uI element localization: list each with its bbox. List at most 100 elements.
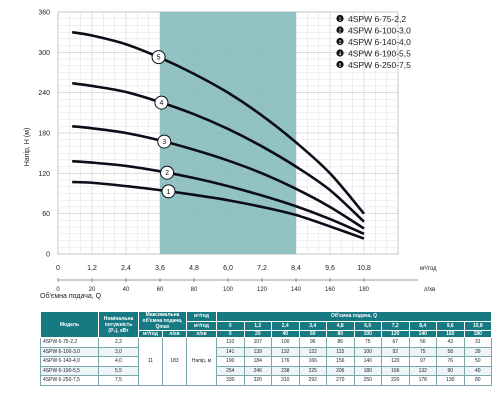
curve-series-2 [72, 159, 365, 236]
th-flow-m3: 9,6 [436, 320, 465, 331]
cell-head-value: 156 [326, 356, 355, 367]
cell-head-value: 40 [463, 365, 492, 376]
cell-head-value: 330 [216, 375, 245, 386]
x-tick-label-m3: 6,0 [223, 265, 233, 272]
cell-head-value: 176 [271, 356, 300, 367]
legend-marker-2 [336, 26, 344, 34]
curve-series-1 [72, 180, 365, 240]
cell-power: 2,2 [98, 337, 139, 348]
th-qmax-m3-unit: м³/год [138, 330, 163, 338]
cell-head-value: 122 [298, 346, 327, 357]
legend-marker-label-1: 1 [339, 17, 342, 23]
cell-head-value: 80 [463, 375, 492, 386]
cell-head-value: 166 [381, 365, 410, 376]
legend-marker-label-3: 3 [339, 40, 342, 46]
cell-head-value: 115 [326, 346, 355, 357]
cell-head-value: 220 [381, 375, 410, 386]
x-tick-label-m3: 1,2 [87, 265, 97, 272]
x-tick-label-m3: 10,8 [357, 265, 371, 272]
th-flow-m3: 1,2 [243, 320, 272, 331]
cell-head-value: 141 [216, 346, 245, 357]
x-axis-label: Об'ємна подача, Q [40, 292, 102, 300]
pump-curves: 1 2 3 4 5 [71, 30, 365, 240]
y-tick-label: 240 [38, 90, 50, 97]
y-tick-label: 300 [38, 50, 50, 57]
legend-marker-1 [336, 14, 344, 23]
table-row: 4SPW 6-75-2,2 2,2 11 183 Напір, м 110 107 100 96… [40, 337, 492, 386]
curve-marker-label-5: 5 [157, 55, 161, 62]
cell-head-value: 250 [353, 375, 382, 386]
curve-marker-label-4: 4 [159, 100, 163, 107]
cell-head-value: 180 [353, 365, 382, 376]
x-tick-label-lmin: 160 [325, 287, 336, 293]
table-row: 4SPW 6-250-7,5 7,5 330 320 310 292 270 250 220 17… [40, 375, 492, 386]
y-tick-label: 120 [38, 171, 50, 178]
legend-marker-3 [336, 37, 344, 46]
cell-head-value: 110 [216, 337, 245, 348]
cell-model: 4SPW 6-75-2,2 [40, 337, 99, 348]
y-tick-label: 60 [42, 211, 50, 218]
curve-marker-label-2: 2 [165, 170, 169, 177]
cell-head-value: 39 [463, 346, 492, 357]
x-unit-lmin: л/хв [424, 287, 435, 293]
cell-head-value: 86 [326, 337, 355, 348]
x-tick-label-lmin: 80 [191, 287, 198, 293]
y-axis-label: Напір, Н (м) [23, 128, 31, 167]
cell-head-value: 132 [408, 365, 437, 376]
x-tick-label-lmin: 120 [257, 287, 268, 293]
legend-entry-2: 4SPW 6-100-3,0 [348, 26, 411, 36]
legend: 1 4SPW 6-75-2,2 2 4SPW 6-100-3,0 3 4SPW 6-140… [336, 14, 411, 70]
th-flow-m3: 0 [216, 320, 245, 331]
curve-marker-label-1: 1 [167, 189, 171, 196]
th-power: Номінальна потужність (P₂), кВт [98, 311, 139, 338]
x-tick-label-m3: 2,4 [121, 265, 131, 272]
th-unit-lmin: л/хв [186, 330, 217, 338]
cell-head-label: Напір, м [186, 337, 217, 386]
x-tick-label-m3: 0 [56, 265, 60, 272]
th-flow-lmin: 120 [381, 330, 410, 338]
th-model: Модель [40, 311, 99, 338]
legend-marker-label-4: 4 [339, 52, 342, 58]
curve-marker-2 [160, 165, 175, 180]
cell-model: 4SPW 6-250-7,5 [40, 375, 99, 386]
cell-head-value: 206 [326, 365, 355, 376]
cell-head-value: 178 [408, 375, 437, 386]
cell-head-value: 90 [436, 365, 465, 376]
curve-marker-1 [161, 184, 176, 199]
legend-entry-5: 4SPW 6-250-7,5 [348, 60, 411, 70]
performance-table-wrapper: Модель Номінальна потужність (P₂), кВт М… [40, 311, 492, 386]
th-unit-m3: м³/год [186, 311, 217, 322]
x-unit-m3: м³/год [420, 266, 437, 272]
cell-head-value: 58 [436, 346, 465, 357]
cell-power: 4,0 [98, 356, 139, 367]
cell-head-value: 130 [436, 375, 465, 386]
cell-power: 7,5 [98, 375, 139, 386]
th-flow-lmin: 100 [353, 330, 382, 338]
cell-model: 4SPW 6-140-4,0 [40, 356, 99, 367]
cell-head-value: 238 [271, 365, 300, 376]
cell-head-value: 139 [243, 346, 272, 357]
th-flow-m3: 10,8 [463, 320, 492, 331]
curve-series-4 [71, 81, 365, 223]
curve-series-3 [72, 124, 365, 230]
x-tick-label-lmin: 60 [157, 287, 164, 293]
curve-marker-label-3: 3 [162, 139, 166, 146]
cell-head-value: 270 [326, 375, 355, 386]
x-tick-label-m3: 3,6 [155, 265, 165, 272]
th-flow-lmin: 40 [271, 330, 300, 338]
cell-head-value: 92 [381, 346, 410, 357]
cell-head-value: 246 [243, 365, 272, 376]
th-qmax: Максимальна об'ємна подача, Qmax [138, 311, 187, 331]
th-flow-m3: 2,4 [271, 320, 300, 331]
th-flow-lmin: 140 [408, 330, 437, 338]
cell-head-value: 76 [436, 356, 465, 367]
th-qmax-lmin-unit: л/хв [162, 330, 187, 338]
th-flow-m3: 7,2 [381, 320, 410, 331]
legend-marker-4 [336, 49, 344, 57]
table-row: 4SPW 6-140-4,0 4,0 190 184 176 166 156 140 120 97… [40, 356, 492, 367]
cell-head-value: 97 [408, 356, 437, 367]
cell-head-value: 254 [216, 365, 245, 376]
cell-head-value: 31 [463, 337, 492, 348]
operating-range-shade [160, 12, 296, 254]
